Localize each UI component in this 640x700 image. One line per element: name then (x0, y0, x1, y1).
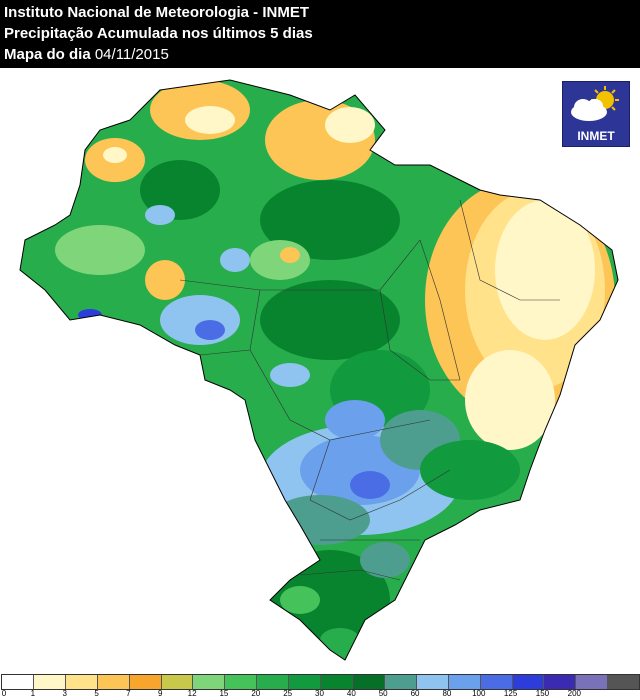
legend-swatch (193, 675, 226, 689)
legend-tick-label: 20 (251, 689, 261, 698)
legend-swatch (416, 675, 449, 689)
brazil-precipitation-map (19, 79, 619, 661)
legend-swatch (512, 675, 545, 689)
inmet-logo: INMET (562, 81, 630, 147)
legend-tick-label: 80 (442, 689, 452, 698)
state-borders (179, 199, 560, 581)
legend-swatch (608, 675, 640, 689)
legend-swatch (576, 675, 609, 689)
legend-swatch (65, 675, 98, 689)
legend-swatch (2, 675, 34, 689)
legend-swatch (480, 675, 513, 689)
title-line-2: Precipitação Acumulada nos últimos 5 dia… (4, 25, 313, 42)
legend-swatch (97, 675, 130, 689)
legend-tick-label: 7 (126, 689, 131, 698)
title-line-1: Instituto Nacional de Meteorologia - INM… (4, 4, 310, 21)
legend-swatch (289, 675, 322, 689)
legend-tick-label: 25 (283, 689, 293, 698)
logo-text: INMET (577, 129, 615, 143)
map-label: Mapa do dia (4, 46, 95, 63)
map-date: 04/11/2015 (94, 46, 169, 63)
legend-tick-label: 60 (410, 689, 420, 698)
legend-tick-label: 3 (62, 689, 67, 698)
header: Instituto Nacional de Meteorologia - INM… (0, 0, 640, 68)
legend-tick-label: 150 (535, 689, 550, 698)
legend-tick-label: 30 (315, 689, 324, 698)
legend-tick-label: 12 (187, 689, 197, 698)
legend-swatch (384, 675, 417, 689)
legend-swatch (321, 675, 353, 689)
legend-tick-label: 9 (158, 689, 163, 698)
legend-swatch (225, 675, 258, 689)
legend-swatch (544, 675, 577, 689)
legend-tick-label: 200 (567, 689, 581, 698)
brazil-outline (19, 79, 619, 661)
legend-swatch (257, 675, 290, 689)
legend-swatch (129, 675, 162, 689)
legend-swatch (33, 675, 66, 689)
legend-tick-label: 40 (346, 689, 356, 698)
legend-tick-label: 0 (1, 689, 7, 698)
legend-tick-label: 100 (472, 689, 486, 698)
legend-tick-label: 50 (378, 689, 388, 698)
legend-swatch (161, 675, 194, 689)
sun-cloud-icon (571, 86, 619, 121)
legend-tick-label: 1 (30, 689, 36, 698)
legend-tick-label: 15 (219, 689, 229, 698)
title-line-3: Mapa do dia 04/11/2015 (4, 46, 169, 63)
map-area (0, 68, 640, 670)
legend: 0 1 3 5 7 9 12 15 20 25 30 40 50 60 80 100 125 150 200 (0, 672, 640, 700)
precip-field (20, 80, 618, 660)
legend-colorbar (1, 674, 640, 690)
legend-swatch (352, 675, 385, 689)
legend-swatch (448, 675, 481, 689)
legend-tick-label: 125 (503, 689, 518, 698)
legend-tick-label: 5 (94, 689, 99, 698)
